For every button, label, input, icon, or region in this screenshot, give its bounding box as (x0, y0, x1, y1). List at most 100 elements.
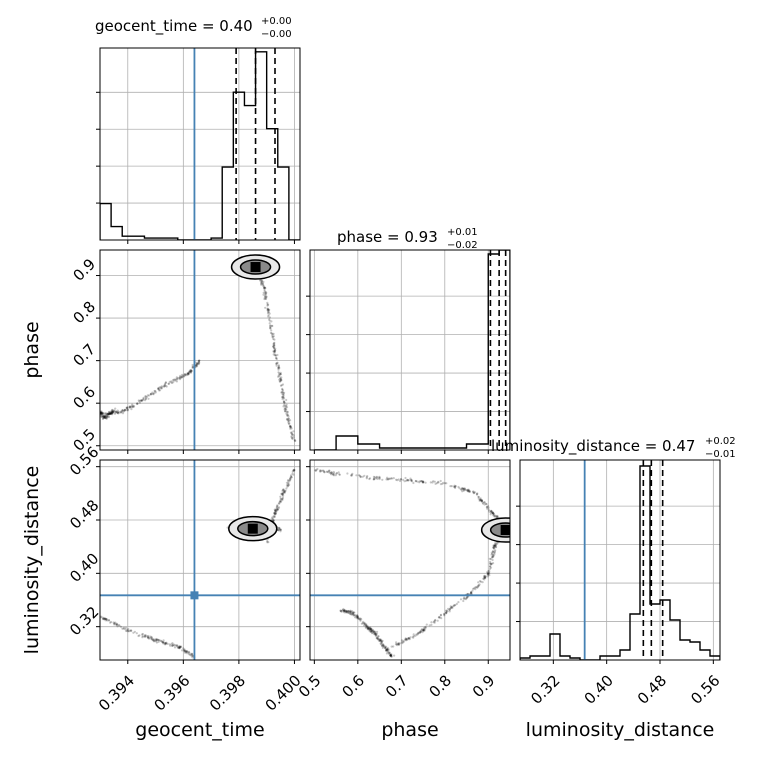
scatter-point (394, 643, 398, 646)
scatter-point (103, 617, 106, 620)
scatter-point (165, 642, 168, 645)
scatter-point (273, 341, 276, 344)
scatter-point (384, 646, 387, 649)
scatter-point (435, 482, 439, 485)
scatter-point (160, 639, 163, 643)
scatter-point (151, 638, 154, 642)
scatter-point (279, 500, 282, 503)
scatter-point (283, 391, 286, 394)
scatter-point (285, 487, 288, 490)
scatter-point (454, 485, 457, 488)
scatter-point (164, 384, 167, 387)
scatter-point (422, 629, 425, 632)
y-tick-label: 0.8 (70, 298, 100, 328)
scatter-point (142, 398, 145, 401)
scatter-point (390, 477, 393, 480)
scatter-point (178, 646, 181, 650)
scatter-point (282, 394, 285, 397)
scatter-point (390, 654, 393, 658)
scatter-point (165, 641, 168, 644)
scatter-point (345, 610, 348, 613)
scatter-point (150, 637, 153, 641)
scatter-point (399, 479, 402, 483)
scatter-point (453, 604, 456, 607)
title-luminosity-distance-sup: +0.02 (705, 436, 736, 447)
scatter-point (289, 426, 292, 429)
scatter-point (139, 399, 142, 402)
scatter-point (287, 480, 290, 483)
scatter-point (319, 469, 322, 472)
scatter-point (264, 287, 267, 290)
scatter-point (473, 491, 476, 494)
scatter-point (271, 335, 274, 338)
scatter-point (375, 634, 378, 637)
scatter-point (405, 479, 408, 482)
scatter-point (361, 475, 364, 478)
scatter-point (443, 613, 446, 616)
scatter-point (385, 478, 388, 481)
scatter-point (278, 527, 281, 530)
scatter-point (454, 484, 457, 488)
scatter-point (272, 515, 275, 518)
scatter-point (490, 562, 493, 565)
scatter-point (397, 642, 400, 646)
scatter-point (492, 551, 495, 554)
scatter-point (492, 546, 495, 549)
scatter-point (282, 489, 285, 492)
scatter-point (363, 621, 366, 625)
scatter-point (195, 362, 198, 365)
scatter-point (126, 406, 129, 409)
scatter-point (279, 530, 282, 533)
scatter-point (491, 558, 494, 562)
scatter-point (492, 555, 495, 558)
scatter-point (422, 481, 425, 484)
scatter-point (364, 624, 367, 627)
scatter-point (103, 618, 106, 621)
scatter-point (407, 637, 410, 640)
scatter-point (140, 633, 144, 636)
scatter-point (424, 626, 427, 629)
scatter-point (384, 649, 388, 652)
scatter-point (422, 629, 425, 632)
scatter-point (127, 629, 130, 633)
scatter-point (467, 488, 470, 491)
scatter-point (478, 580, 482, 583)
scatter-point (416, 480, 419, 483)
scatter-point (332, 473, 335, 476)
scatter-point (445, 612, 448, 615)
scatter-point (262, 284, 265, 288)
scatter-point (376, 630, 379, 633)
scatter-point (279, 528, 282, 532)
scatter-point (103, 416, 106, 419)
scatter-point (468, 489, 471, 492)
scatter-point (489, 565, 492, 568)
scatter-point (149, 393, 153, 396)
scatter-point (149, 392, 152, 395)
scatter-point (112, 409, 115, 412)
scatter-point (263, 287, 266, 290)
scatter-point (141, 636, 144, 639)
scatter-point (276, 508, 279, 511)
scatter-point (178, 646, 181, 649)
scatter-point (484, 575, 487, 578)
scatter-point (267, 311, 270, 314)
scatter-point (104, 412, 107, 416)
scatter-point (393, 654, 396, 657)
scatter-point (284, 489, 287, 492)
scatter-point (147, 394, 151, 397)
scatter-point (358, 474, 361, 477)
scatter-point (445, 482, 448, 485)
scatter-point (180, 375, 183, 378)
scatter-point (189, 371, 192, 374)
scatter-point (387, 651, 391, 654)
scatter-point (293, 438, 296, 441)
y-tick-label: 0.32 (66, 603, 102, 639)
scatter-point (281, 489, 284, 492)
panel-scatter-luminosity_distance-vs-geocent_time: 0.394 0.396 0.398 0.400 0.32 0.40 0.48 0.56 (66, 443, 305, 715)
scatter-point (141, 635, 144, 638)
scatter-point (271, 336, 274, 339)
scatter-point (343, 611, 346, 614)
scatter-point (170, 643, 173, 646)
scatter-point (149, 635, 152, 638)
scatter-point (103, 415, 106, 418)
